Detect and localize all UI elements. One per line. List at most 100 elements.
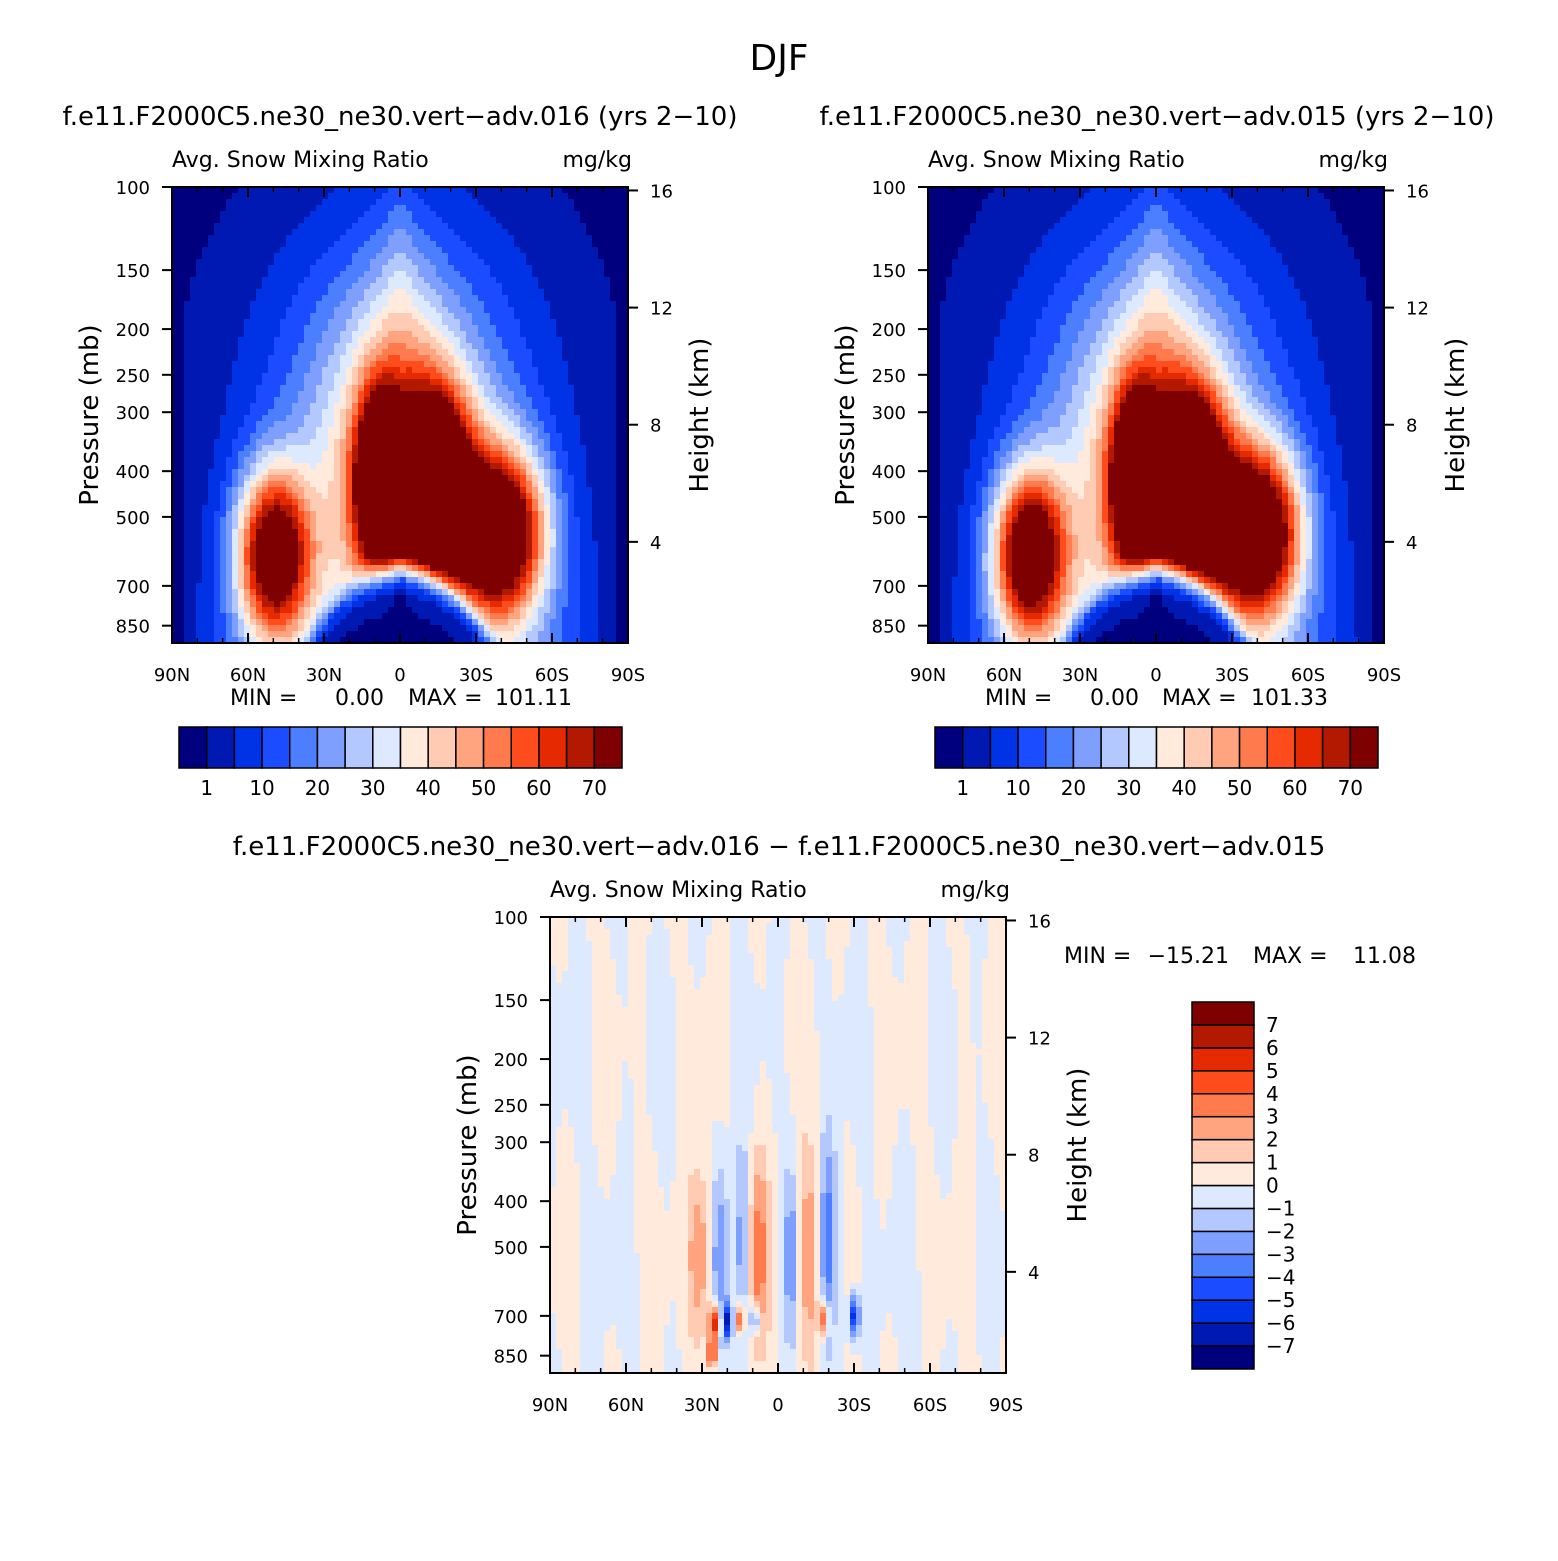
panel-016-cell (556, 607, 563, 614)
panel-016-cell (238, 529, 245, 536)
panel-015-cell (1288, 607, 1295, 614)
panel-015-y-tick-label: 200 (872, 320, 906, 341)
panel-difference-cell (766, 1169, 779, 1176)
panel-difference-cell (568, 947, 593, 954)
panel-016-cell (466, 613, 473, 620)
panel-016-cell (172, 535, 185, 542)
panel-016-cell (184, 427, 221, 434)
panel-015-cell (928, 385, 941, 392)
panel-015-cell (1252, 391, 1271, 398)
panel-015-cell (1150, 589, 1163, 596)
panel-difference-cell (754, 1151, 767, 1158)
panel-015-cell (1078, 625, 1085, 632)
panel-015-cell (1078, 199, 1133, 206)
panel-difference-cell (820, 1103, 875, 1110)
panel-016-cell (232, 445, 245, 452)
panel-015-cell (1204, 631, 1229, 638)
panel-016-cell (238, 511, 245, 518)
panel-016-cell (250, 625, 257, 632)
panel-016-contour-field (172, 187, 628, 643)
panel-015-cell (1372, 469, 1384, 476)
panel-difference-cell (592, 1121, 617, 1128)
panel-015-cell (952, 583, 971, 590)
panel-016-cell (184, 613, 197, 620)
panel-015-cell (1054, 607, 1061, 614)
panel-015-cell (1048, 613, 1055, 620)
panel-difference-cell (610, 947, 629, 954)
panel-015-cell (1282, 487, 1289, 494)
panel-016-cell (304, 565, 311, 572)
panel-016-cell (238, 535, 245, 542)
panel-016-cell (184, 583, 197, 590)
panel-015-cell (994, 601, 1001, 608)
panel-016-cell (520, 565, 527, 572)
panel-015-cell (1114, 421, 1217, 428)
panel-015-cell (1048, 637, 1055, 643)
panel-difference-cell (844, 953, 869, 960)
panel-016-cell (172, 475, 185, 482)
panel-015-colorbar-swatch (1100, 726, 1130, 769)
panel-016-cell (562, 499, 569, 506)
panel-016-cell (346, 589, 353, 596)
panel-016-cell (274, 439, 311, 446)
panel-difference-cell (928, 983, 953, 990)
panel-difference-cell (844, 1127, 851, 1134)
panel-016-cell (382, 271, 395, 278)
panel-015-cell (1114, 457, 1241, 464)
panel-016-cell (292, 637, 299, 643)
panel-015-cell (1300, 595, 1307, 602)
panel-015-cell (1342, 463, 1373, 470)
panel-016-cell (466, 391, 473, 398)
panel-016-cell (304, 547, 311, 554)
panel-difference-cell (550, 1115, 563, 1122)
panel-016-cell (412, 235, 431, 242)
panel-015-cell (1012, 589, 1019, 596)
panel-016-cell (364, 343, 377, 350)
panel-016-cell (340, 523, 347, 530)
panel-015-cell (1246, 349, 1265, 356)
panel-016-cell (418, 595, 437, 602)
panel-016-cell (592, 235, 628, 242)
panel-015-cell (1090, 607, 1097, 614)
panel-016-cell (208, 475, 227, 482)
panel-015-cell (970, 595, 977, 602)
panel-016-cell (346, 379, 353, 386)
panel-015-cell (1162, 367, 1169, 374)
panel-016-cell (532, 505, 539, 512)
panel-015-colorbar-swatch (1128, 726, 1158, 769)
panel-015-cell (1318, 481, 1331, 488)
panel-016-cell (274, 607, 281, 614)
panel-015-cell (1108, 511, 1115, 518)
panel-015-cell (1216, 355, 1223, 362)
panel-016-cell (340, 517, 347, 524)
panel-015-cell (1054, 349, 1073, 356)
panel-016-cell (340, 421, 347, 428)
panel-difference-cell (982, 977, 1006, 984)
panel-016-cell (238, 355, 269, 362)
panel-015-cell (1006, 433, 1019, 440)
panel-016-cell (220, 607, 227, 614)
panel-difference-cell (868, 959, 893, 966)
panel-015-cell (1066, 313, 1091, 320)
panel-016-cell (190, 295, 257, 302)
panel-016-cell (562, 541, 569, 548)
panel-difference-cell (784, 1025, 815, 1032)
panel-015-cell (1006, 547, 1013, 554)
panel-016-cell (172, 445, 185, 452)
panel-016-cell (250, 577, 257, 584)
panel-016-cell (208, 487, 221, 494)
panel-015-cell (1264, 349, 1289, 356)
panel-016-cell (388, 277, 413, 284)
panel-015-cell (1234, 619, 1241, 626)
panel-016-cell (550, 475, 557, 482)
panel-016-cell (574, 409, 617, 416)
panel-015-cell (994, 433, 1007, 440)
panel-016-cell (562, 559, 569, 566)
panel-016-cell (454, 601, 461, 608)
panel-015-cell (1216, 595, 1223, 602)
panel-015-cell (1228, 379, 1235, 386)
panel-016-cell (286, 511, 293, 518)
panel-016-cell (556, 601, 569, 608)
panel-015-cell (1306, 433, 1319, 440)
panel-016-cell (442, 355, 455, 362)
